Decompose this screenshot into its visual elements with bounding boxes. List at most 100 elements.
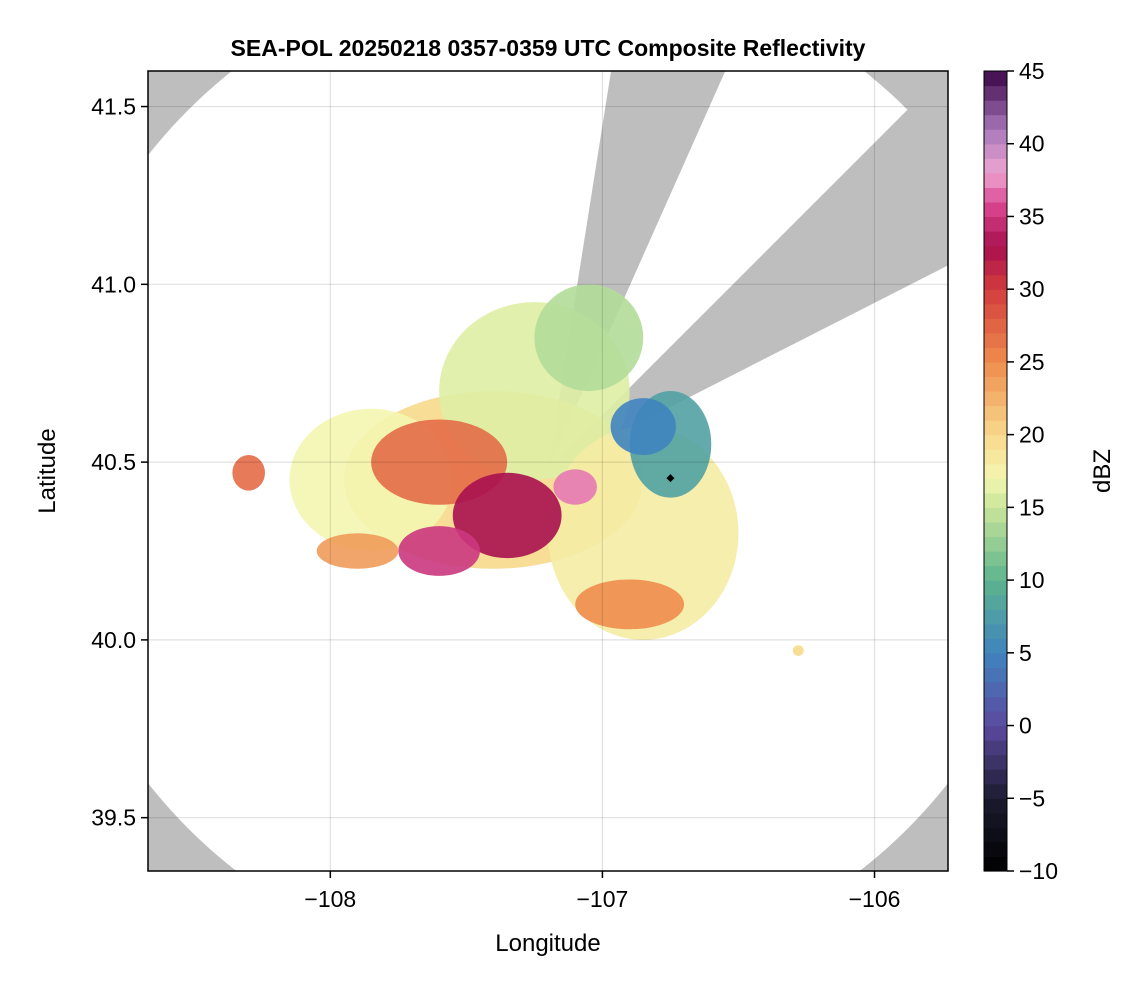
colorbar-level-55: [984, 71, 1007, 87]
x-axis: −108 −107 −106: [304, 871, 900, 912]
y-tick-label-1: 39.5: [91, 805, 136, 831]
colorbar-level-5: [984, 798, 1007, 814]
blocked-sector-2: [548, 91, 948, 470]
x-tick-label-1: −108: [304, 886, 356, 912]
colorbar-level-54: [984, 85, 1007, 101]
x-tick-label-3: −106: [849, 886, 901, 912]
colorbar-level-53: [984, 100, 1007, 116]
echo-cell-3: [534, 284, 644, 391]
colorbar-level-12: [984, 696, 1007, 712]
colorbar-level-50: [984, 143, 1007, 159]
colorbar-level-10: [984, 725, 1007, 741]
echo-cell-12: [316, 533, 399, 569]
colorbar-level-18: [984, 609, 1007, 625]
y-tick-label-2: 40.0: [91, 627, 136, 653]
y-axis: 39.5 40.0 40.5 41.0 41.5: [91, 94, 148, 831]
colorbar-level-34: [984, 376, 1007, 392]
y-tick-label-4: 41.0: [91, 271, 136, 297]
grid-lines: [148, 71, 948, 871]
colorbar-level-37: [984, 332, 1007, 348]
colorbar-level-39: [984, 303, 1007, 319]
x-axis-label: Longitude: [495, 930, 600, 957]
colorbar-tick-label-5: 10: [1019, 567, 1045, 593]
echo-cell-8: [452, 472, 562, 559]
echo-cell-15: [792, 645, 804, 656]
colorbar-level-36: [984, 347, 1007, 363]
colorbar-level-8: [984, 754, 1007, 770]
location-marker: [666, 474, 675, 483]
colorbar-level-51: [984, 129, 1007, 145]
colorbar-level-16: [984, 638, 1007, 654]
colorbar-tick-label-8: 25: [1019, 349, 1045, 375]
colorbar-level-43: [984, 245, 1007, 261]
colorbar-level-42: [984, 260, 1007, 276]
echo-cell-11: [575, 579, 685, 630]
colorbar-level-9: [984, 740, 1007, 756]
colorbar-level-21: [984, 565, 1007, 581]
colorbar-level-47: [984, 187, 1007, 203]
colorbar-level-26: [984, 492, 1007, 508]
colorbar-level-15: [984, 652, 1007, 668]
colorbar-tick-label-7: 20: [1019, 422, 1045, 448]
colorbar-level-44: [984, 231, 1007, 247]
colorbar-level-41: [984, 274, 1007, 290]
colorbar-tick-label-10: 35: [1019, 203, 1045, 229]
colorbar-level-27: [984, 478, 1007, 494]
colorbar-level-40: [984, 289, 1007, 305]
colorbar-level-17: [984, 623, 1007, 639]
reflectivity-echoes: [232, 284, 804, 656]
colorbar-level-6: [984, 783, 1007, 799]
colorbar-tick-label-9: 30: [1019, 276, 1045, 302]
colorbar-level-7: [984, 769, 1007, 785]
colorbar-level-20: [984, 580, 1007, 596]
x-tick-label-2: −107: [577, 886, 629, 912]
colorbar-level-28: [984, 463, 1007, 479]
colorbar-level-4: [984, 812, 1007, 828]
plot-area: [148, 71, 948, 871]
colorbar-level-22: [984, 551, 1007, 567]
colorbar-level-24: [984, 521, 1007, 538]
colorbar-frame: [983, 70, 1008, 872]
colorbar-tick-label-3: 0: [1019, 713, 1032, 739]
echo-cell-13: [232, 455, 266, 491]
chart-title: SEA-POL 20250218 0357-0359 UTC Composite…: [231, 35, 866, 61]
colorbar-level-1: [984, 856, 1007, 872]
colorbar-level-52: [984, 114, 1007, 130]
colorbar-level-48: [984, 172, 1007, 188]
colorbar-level-32: [984, 405, 1007, 421]
colorbar-level-19: [984, 594, 1007, 610]
colorbar-tick-label-2: −5: [1019, 785, 1045, 811]
colorbar-level-30: [984, 434, 1007, 450]
colorbar-level-2: [984, 841, 1007, 858]
colorbar-level-13: [984, 681, 1007, 698]
colorbar-level-25: [984, 507, 1007, 523]
colorbar-level-45: [984, 216, 1007, 232]
colorbar-tick-label-11: 40: [1019, 131, 1045, 157]
colorbar-level-3: [984, 827, 1007, 843]
colorbar-label: dBZ: [1089, 449, 1116, 493]
y-tick-label-3: 40.5: [91, 449, 136, 475]
colorbar-tick-label-12: 45: [1019, 58, 1045, 84]
echo-cell-9: [398, 526, 480, 576]
y-tick-label-5: 41.5: [91, 94, 136, 120]
colorbar-level-14: [984, 667, 1007, 683]
colorbar-level-11: [984, 711, 1007, 727]
colorbar-level-31: [984, 420, 1007, 436]
colorbar-level-35: [984, 361, 1007, 378]
colorbar-level-23: [984, 536, 1007, 552]
colorbar-level-46: [984, 201, 1007, 218]
y-axis-label: Latitude: [34, 428, 61, 513]
colorbar-tick-label-1: −10: [1019, 858, 1058, 884]
colorbar: −10 −5 0 5 10 15 20 25 30 35 40 45: [983, 58, 1058, 884]
colorbar-tick-label-6: 15: [1019, 494, 1045, 520]
colorbar-level-33: [984, 391, 1007, 407]
echo-cell-10: [553, 469, 597, 505]
colorbar-level-29: [984, 449, 1007, 465]
colorbar-level-38: [984, 318, 1007, 334]
plot-frame: [147, 70, 949, 872]
colorbar-level-49: [984, 158, 1007, 174]
echo-cell-14: [610, 398, 676, 455]
colorbar-tick-label-4: 5: [1019, 640, 1032, 666]
